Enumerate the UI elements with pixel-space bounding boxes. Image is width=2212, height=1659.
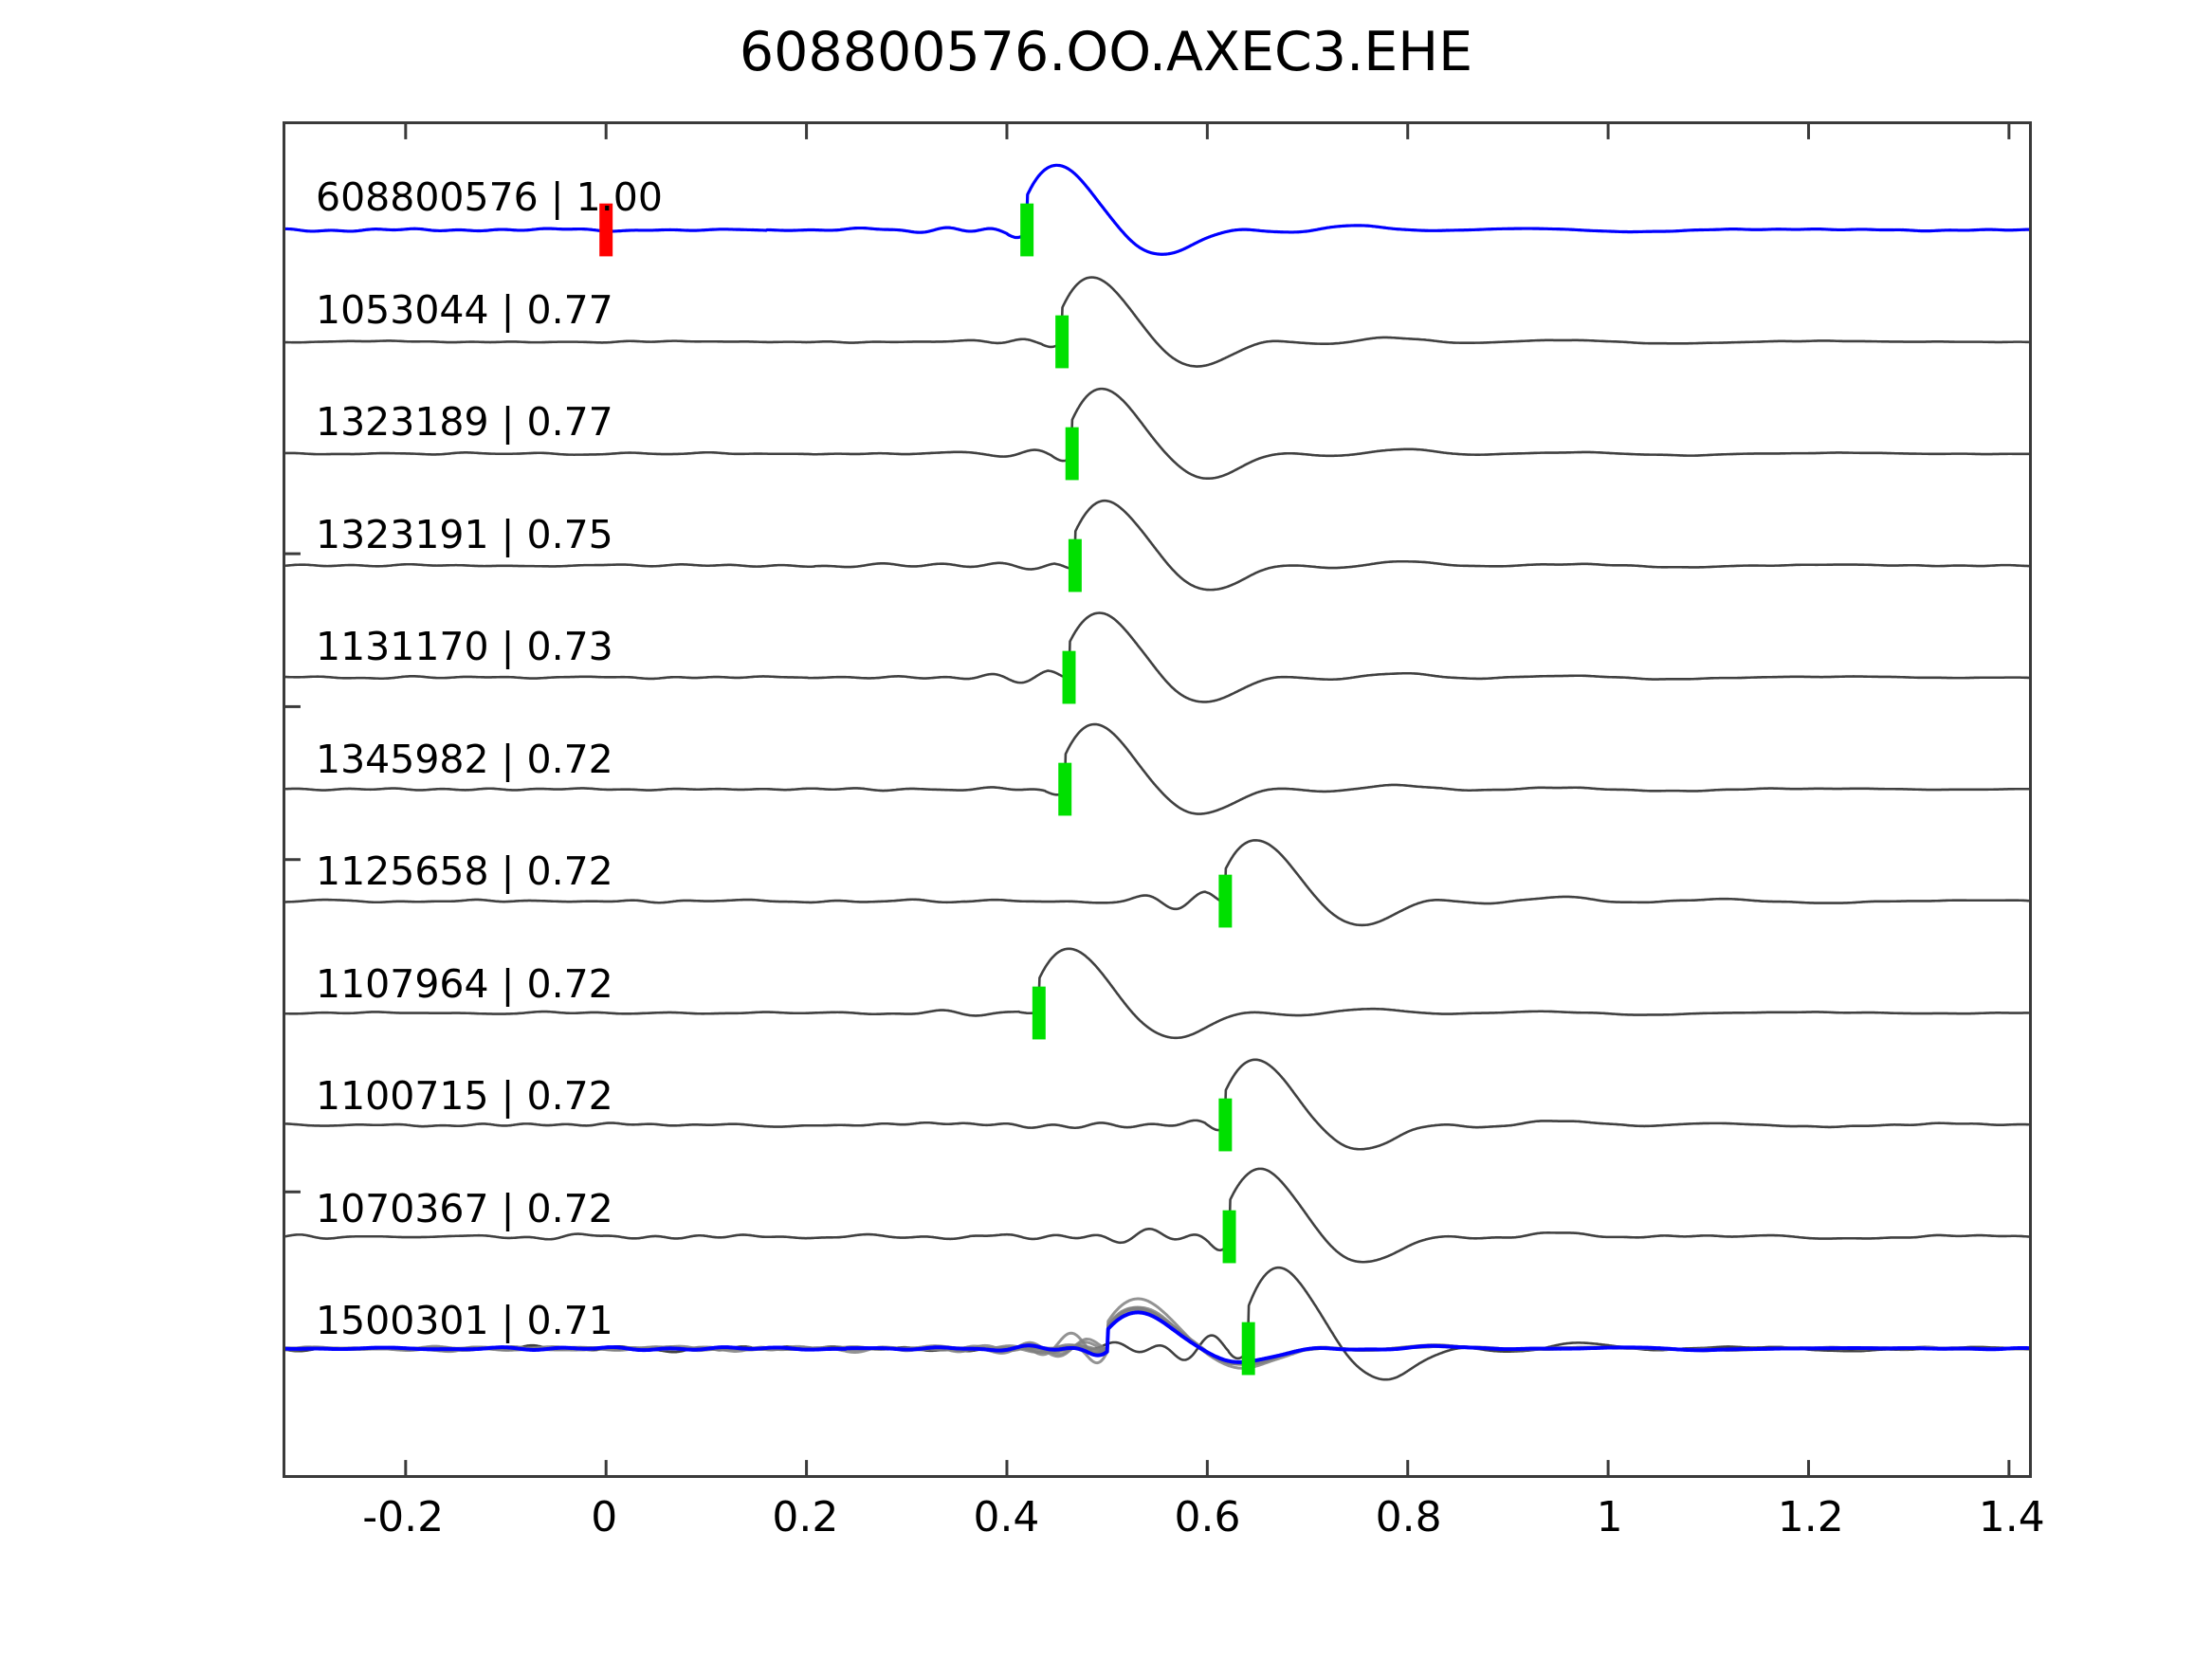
x-axis-tick-label: 0	[591, 1493, 618, 1541]
waveform-trace	[285, 499, 2029, 592]
x-axis-tick-label: 1.2	[1777, 1493, 1844, 1541]
x-axis-tick-labels: -0.2 0 0.2 0.4 0.6 0.8 1 1.2 1.4	[283, 1493, 2044, 1550]
detection-pick-marker	[1020, 203, 1034, 257]
detection-pick-marker	[1241, 1322, 1255, 1376]
detection-pick-marker	[1032, 986, 1046, 1040]
trace-label: 1125658 | 0.72	[316, 848, 613, 894]
detection-pick-marker	[1068, 538, 1082, 592]
detection-pick-marker	[1218, 1098, 1233, 1152]
trace-label: 1070367 | 0.72	[316, 1185, 613, 1231]
trace-label: 1500301 | 0.71	[316, 1298, 613, 1343]
x-axis-tick-label: 1.4	[1978, 1493, 2045, 1541]
detection-pick-marker	[1058, 762, 1072, 816]
waveform-trace	[285, 387, 2029, 481]
waveform-canvas	[285, 124, 2029, 1475]
page-title: 608800576.OO.AXEC3.EHE	[739, 21, 1473, 83]
trace-label: 1107964 | 0.72	[316, 960, 613, 1007]
trace-label: 1131170 | 0.73	[316, 624, 613, 669]
x-axis-tick-label: -0.2	[362, 1493, 445, 1541]
stacked-template-trace	[285, 1310, 2029, 1364]
waveform-trace	[285, 1167, 2029, 1264]
plot-area: 608800576 | 1.00 1053044 | 0.77 1323189 | …	[283, 121, 2032, 1478]
detection-pick-marker	[1218, 874, 1233, 928]
trace-label: 1323189 | 0.77	[316, 399, 613, 445]
trace-label: 1323191 | 0.75	[316, 511, 613, 557]
waveform-trace	[285, 163, 2029, 256]
waveform-trace	[285, 276, 2029, 368]
x-axis-tick-label: 0.6	[1174, 1493, 1241, 1541]
waveform-trace	[285, 839, 2029, 927]
waveform-trace	[285, 1058, 2029, 1151]
trace-label: 608800576 | 1.00	[316, 174, 663, 220]
template-pick-marker	[599, 203, 613, 257]
x-axis-tick-label: 0.2	[772, 1493, 839, 1541]
detection-pick-marker	[1062, 650, 1076, 704]
trace-label: 1345982 | 0.72	[316, 736, 613, 782]
x-axis-tick-label: 0.8	[1375, 1493, 1442, 1541]
detection-pick-marker	[1222, 1210, 1236, 1264]
x-axis-tick-label: 1	[1596, 1493, 1623, 1541]
trace-label: 1053044 | 0.77	[316, 286, 613, 333]
detection-pick-marker	[1065, 427, 1079, 481]
trace-label: 1100715 | 0.72	[316, 1073, 613, 1119]
waveform-trace	[285, 611, 2029, 703]
detection-pick-marker	[1055, 315, 1069, 369]
x-axis-tick-label: 0.4	[973, 1493, 1040, 1541]
waveform-trace	[285, 947, 2029, 1040]
waveform-trace	[285, 722, 2029, 815]
